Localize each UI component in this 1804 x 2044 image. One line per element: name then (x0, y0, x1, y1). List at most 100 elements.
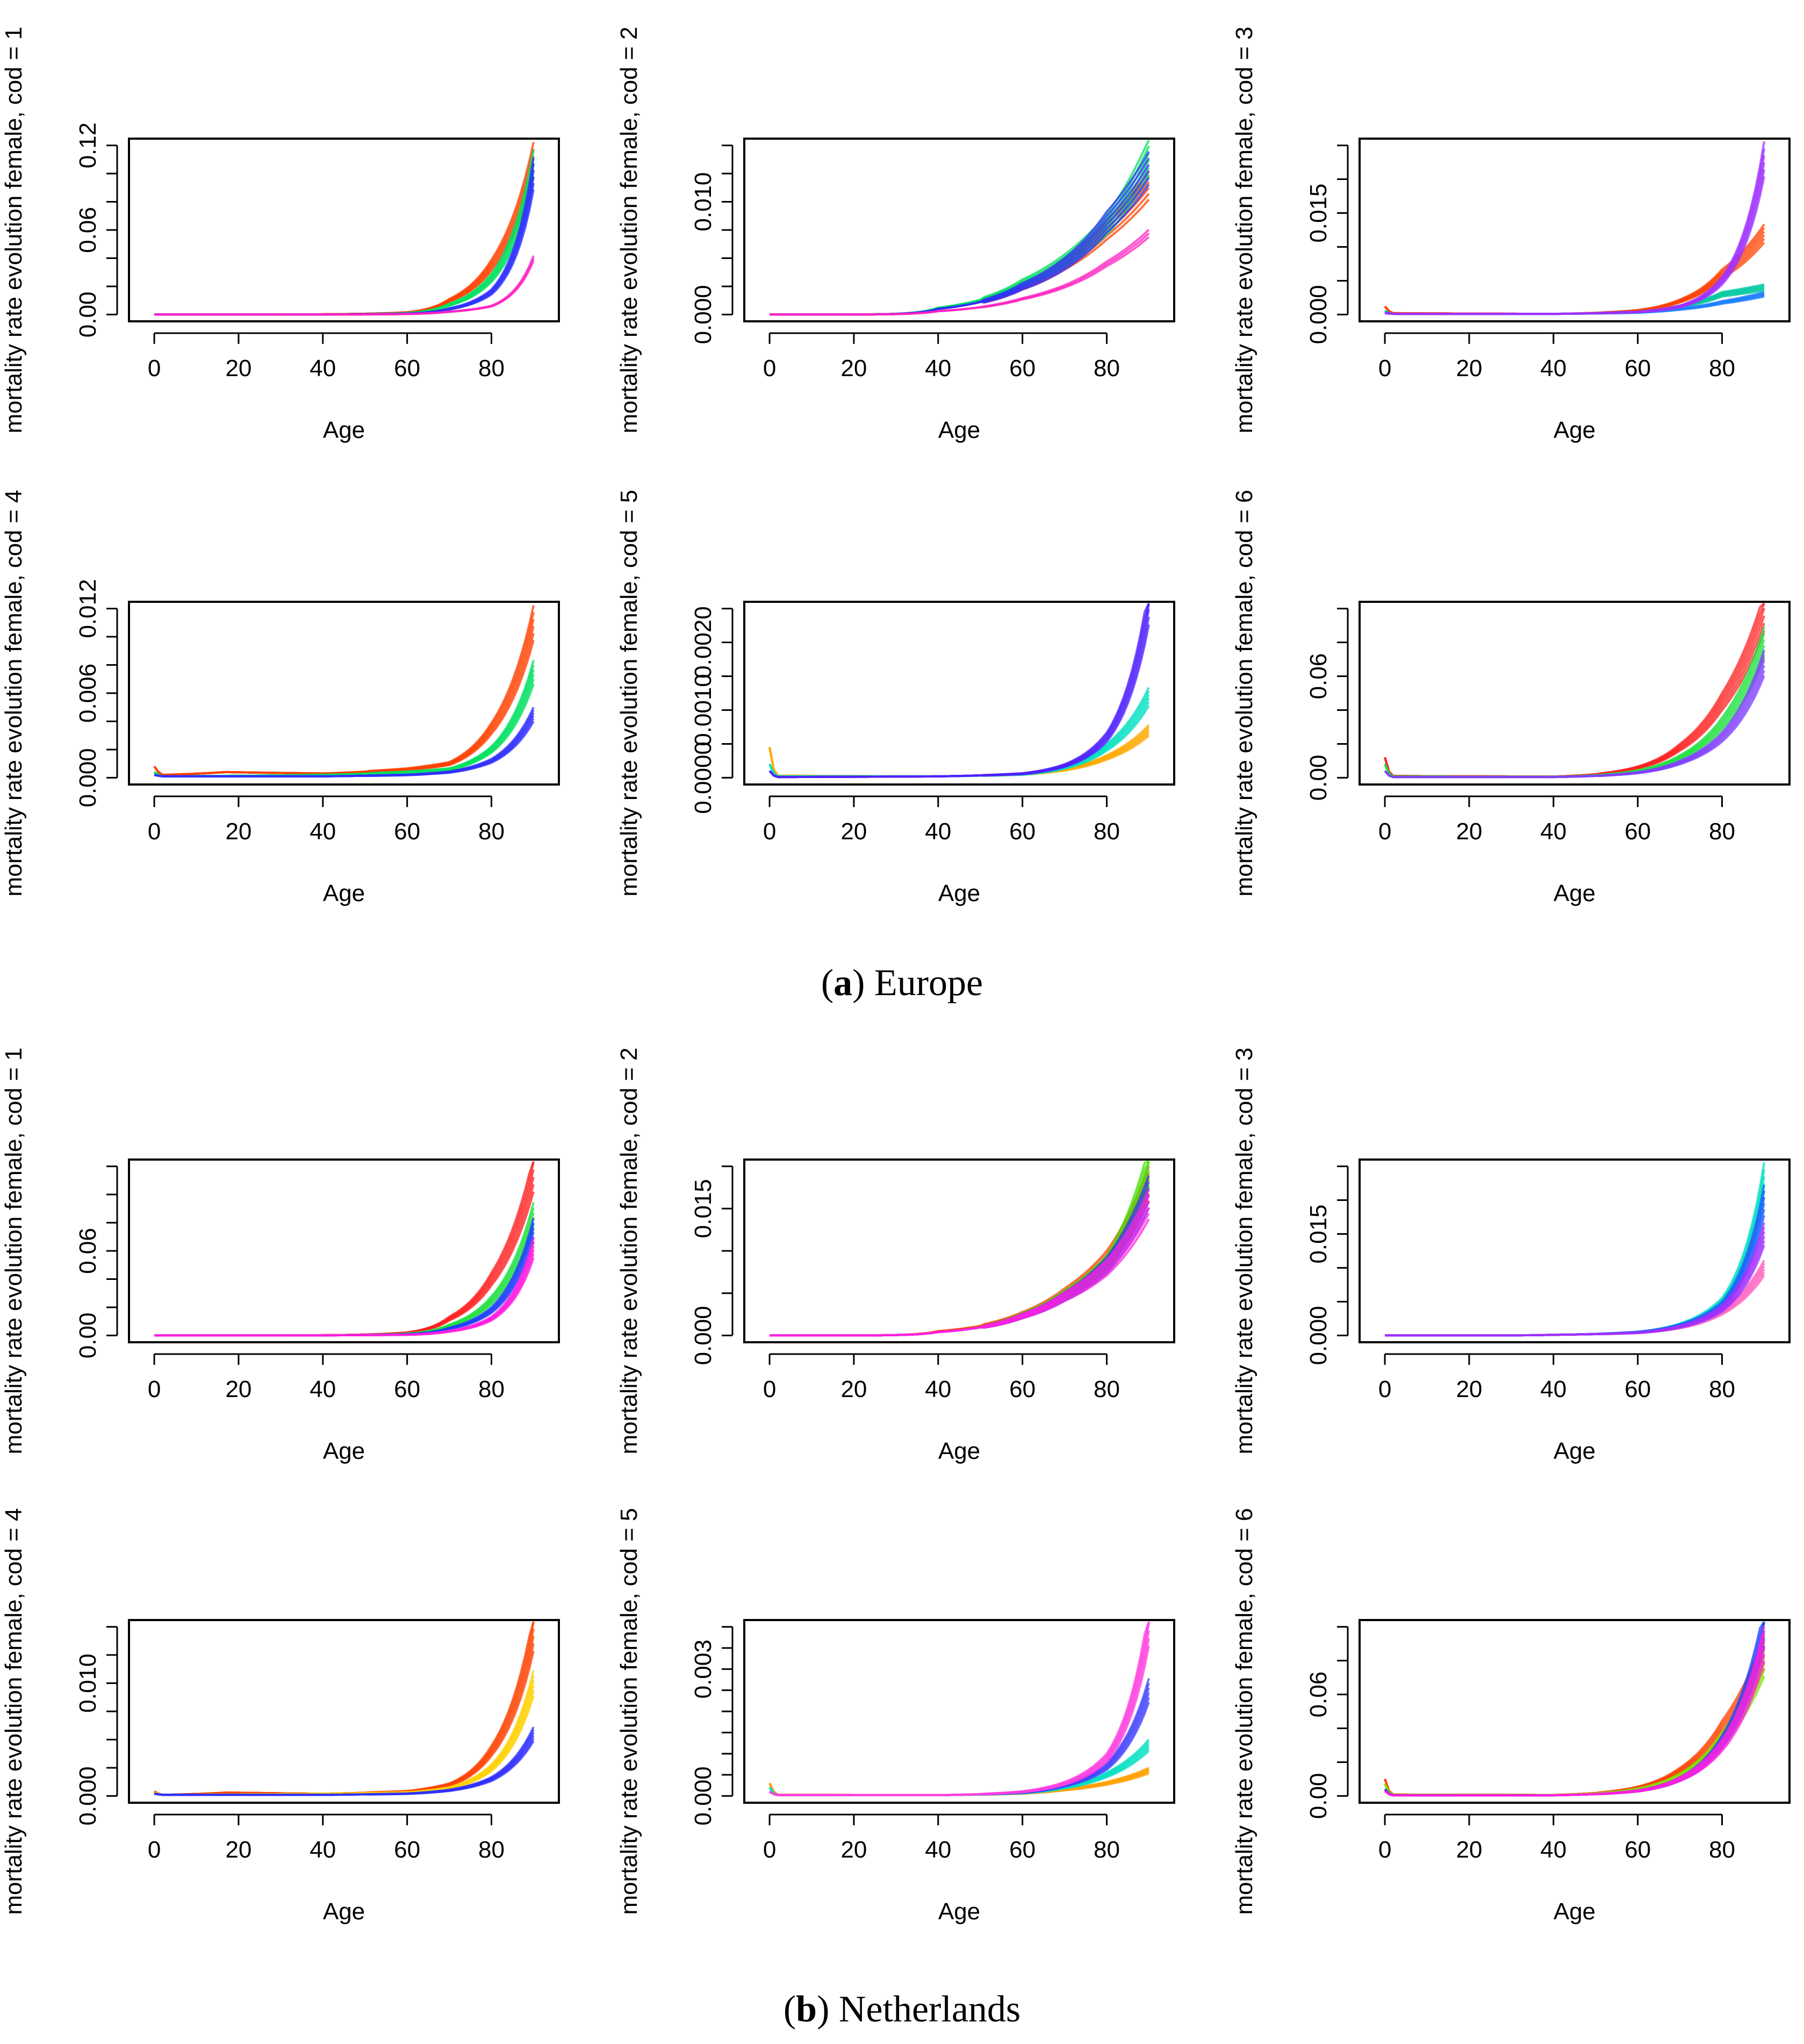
chart-panel-europe-cod-3: 0 20 40 60 80 Age 0.000 0.015 mortality rate evo… (1231, 27, 1791, 443)
x-tick-label: 0 (148, 1376, 161, 1402)
plot-frame (743, 1158, 1175, 1343)
series-recent-years (769, 1678, 1150, 1796)
series-line (770, 140, 1150, 316)
series-recent-years (1385, 1184, 1765, 1337)
series-outlier (154, 255, 535, 316)
x-tick-label: 20 (1456, 1376, 1482, 1402)
series-line (1384, 1663, 1765, 1796)
plot-frame (128, 1619, 560, 1804)
x-tick-label: 80 (1709, 818, 1735, 845)
series-line (1385, 1271, 1765, 1337)
series-line (1385, 1222, 1765, 1337)
plot-frame (128, 601, 560, 786)
x-tick-label: 80 (478, 1376, 505, 1402)
series-line (1384, 1636, 1765, 1796)
x-axis-label: Age (323, 1898, 365, 1925)
series-line (1385, 1262, 1765, 1337)
series-latest-years (1385, 1222, 1765, 1337)
x-axis-label: Age (1554, 1898, 1595, 1925)
chart-panel-europe-cod-1: 0 20 40 60 80 Age 0.00 0.06 0.12 mortality rate e… (1, 27, 560, 443)
x-tick-label: 60 (1009, 1837, 1036, 1863)
x-tick-label: 20 (840, 1376, 867, 1402)
x-tick-label: 80 (478, 355, 505, 382)
x-tick-label: 60 (1009, 1376, 1036, 1402)
x-tick-label: 40 (1540, 1376, 1566, 1402)
chart-panel-netherlands-cod-5: 0 20 40 60 80 Age 0.000 0.003 mortality rate evo… (616, 1508, 1175, 1925)
x-tick-label: 20 (840, 355, 867, 382)
x-axis-label: Age (1554, 417, 1595, 443)
x-tick-label: 0 (1378, 818, 1391, 845)
chart-panel-netherlands-cod-4: 0 20 40 60 80 Age 0.000 0.010 mortality rate evo… (1, 1508, 560, 1925)
series-latest-years (770, 1189, 1150, 1337)
x-tick-label: 80 (478, 1837, 505, 1863)
y-tick-label: 0.000 (690, 285, 716, 344)
series-line (1384, 623, 1765, 778)
y-tick-label: 0.06 (75, 207, 101, 253)
series-line (768, 705, 1150, 778)
series-line (154, 183, 535, 316)
series-middle-years (154, 1201, 535, 1337)
series-line (1385, 1162, 1765, 1337)
series-line (1384, 1661, 1765, 1796)
series-line (154, 707, 535, 778)
chart-panel-netherlands-cod-3: 0 20 40 60 80 Age 0.000 0.015 mortality rate evo… (1231, 1048, 1791, 1464)
series-line (1384, 141, 1765, 315)
series-line (770, 1161, 1150, 1337)
y-axis-label: mortality rate evolution female, cod = 2 (616, 27, 642, 434)
x-tick-label: 20 (225, 818, 251, 845)
y-tick-label: 0.015 (1305, 1204, 1332, 1263)
plot-frame (1359, 138, 1791, 322)
plot-frame (128, 138, 560, 322)
y-tick-label: 0.00 (75, 292, 101, 338)
series-middle-years (154, 149, 535, 316)
series-recent-years (770, 150, 1150, 316)
series-middle-years (153, 659, 535, 778)
x-tick-label: 20 (225, 1376, 251, 1402)
series-line (1384, 1669, 1765, 1796)
series-middle-years (770, 1160, 1150, 1337)
series-earliest-years (1385, 1259, 1765, 1337)
series-line (154, 1650, 535, 1796)
series-line (154, 189, 535, 316)
series-line (154, 1670, 535, 1796)
series-line (154, 1726, 535, 1796)
series-recent-years (768, 603, 1150, 779)
series-line (770, 1160, 1149, 1337)
chart-panel-netherlands-cod-6: 0 20 40 60 80 Age 0.00 0.06 mortality rate evolu… (1231, 1508, 1791, 1925)
x-tick-label: 40 (925, 355, 951, 382)
series-line (153, 604, 535, 776)
series-line (770, 1193, 1150, 1337)
series-line (154, 176, 535, 316)
x-tick-label: 40 (310, 818, 336, 845)
x-tick-label: 20 (1456, 355, 1482, 382)
series-line (1385, 1275, 1765, 1337)
y-axis-label: mortality rate evolution female, cod = 4 (1, 490, 27, 897)
series-line (154, 255, 535, 316)
series-line (770, 229, 1150, 316)
y-axis-label: mortality rate evolution female, cod = 5 (616, 1508, 642, 1915)
series-line (1384, 632, 1765, 778)
series-line (154, 1217, 535, 1337)
x-axis-label: Age (1554, 880, 1595, 906)
y-tick-label: 0.00 (75, 1313, 101, 1359)
x-tick-label: 20 (1456, 1837, 1482, 1863)
x-tick-label: 40 (925, 818, 951, 845)
series-line (153, 618, 535, 776)
y-tick-label: 0.000 (690, 1306, 716, 1365)
series-line (1384, 1655, 1765, 1796)
x-tick-label: 0 (148, 355, 161, 382)
series-line (1384, 649, 1765, 779)
series-line (1384, 1645, 1765, 1797)
x-tick-label: 20 (225, 1837, 251, 1863)
y-tick-label: 0.0010 (690, 674, 716, 746)
series-line (1384, 1660, 1765, 1797)
series-line (1384, 1642, 1765, 1796)
plot-frame (1359, 1619, 1791, 1804)
x-tick-label: 80 (1094, 1376, 1120, 1402)
chart-panel-netherlands-cod-1: 0 20 40 60 80 Age 0.00 0.06 mortality rate evolu… (1, 1048, 560, 1464)
series-line (1384, 1626, 1765, 1797)
series-latest-years (769, 1621, 1150, 1796)
x-tick-label: 40 (1540, 818, 1566, 845)
series-latest-years (154, 1237, 535, 1337)
